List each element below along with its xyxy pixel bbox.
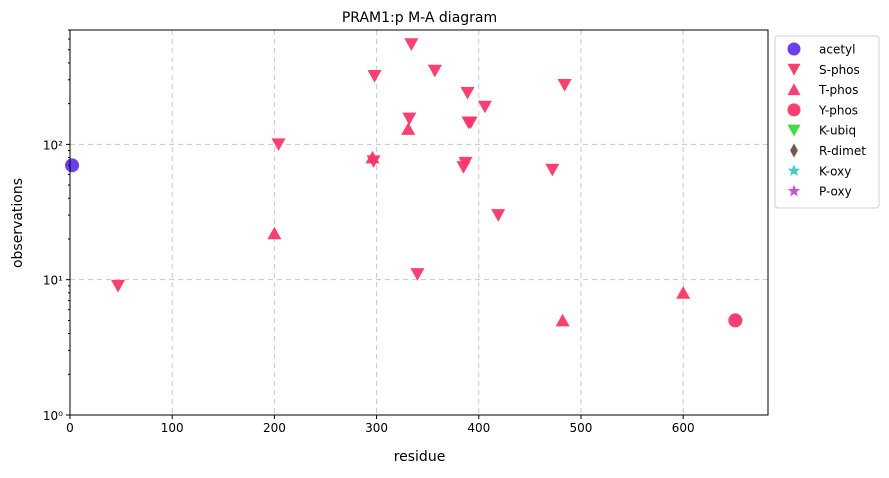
- data-point-y-phos: [728, 313, 743, 328]
- data-point-acetyl: [65, 158, 80, 173]
- points-layer: [65, 38, 743, 328]
- y-axis-label: observations: [10, 178, 26, 268]
- legend-marker-acetyl: [787, 42, 801, 56]
- legend-marker-s-phos: [787, 63, 801, 76]
- x-tick-label: 600: [672, 421, 695, 435]
- data-point-s-phos: [477, 100, 492, 114]
- chart-title: PRAM1:p M-A diagram: [342, 10, 497, 26]
- data-point-s-phos: [557, 78, 572, 92]
- y-tick-label: 10¹: [43, 274, 63, 288]
- x-tick-label: 400: [467, 421, 490, 435]
- legend-label: Y-phos: [818, 103, 858, 117]
- legend-label: S-phos: [819, 63, 860, 77]
- data-point-t-phos: [267, 226, 282, 240]
- data-point-t-phos: [555, 313, 570, 327]
- legend-label: R-dimet: [819, 144, 866, 158]
- data-point-t-phos: [401, 122, 416, 135]
- legend-box: [774, 35, 880, 209]
- data-point-s-phos: [491, 209, 506, 222]
- grid-layer: [70, 30, 768, 415]
- data-point-t-phos: [676, 286, 691, 299]
- data-point-s-phos: [271, 138, 286, 152]
- data-point-s-phos: [545, 163, 560, 177]
- data-point-t-phos: [365, 150, 380, 164]
- data-point-s-phos: [111, 279, 126, 293]
- data-point-s-phos: [402, 112, 417, 126]
- x-tick-label: 200: [263, 421, 286, 435]
- data-point-s-phos: [460, 86, 475, 100]
- x-axis-label: residue: [394, 449, 446, 465]
- legend-marker-t-phos: [787, 83, 801, 96]
- legend-label: K-oxy: [819, 164, 851, 178]
- y-tick-label: 10⁰: [43, 409, 63, 423]
- plot-frame: [69, 29, 769, 416]
- legend-label: K-ubiq: [819, 124, 856, 138]
- data-point-s-phos: [427, 64, 442, 78]
- x-tick-label: 100: [161, 421, 184, 435]
- legend: acetyl S-phos T-phos Y-phos K-ubiq R-dimet K-o…: [774, 35, 880, 209]
- legend-marker-r-dimet: [790, 143, 798, 158]
- x-tick-label: 500: [570, 421, 593, 435]
- data-point-s-phos: [367, 70, 382, 83]
- x-tick-label: 0: [66, 421, 74, 435]
- legend-marker-y-phos: [787, 103, 801, 117]
- legend-label: T-phos: [818, 83, 858, 97]
- legend-label: P-oxy: [819, 185, 852, 199]
- data-point-s-phos: [404, 38, 419, 51]
- x-tick-label: 300: [365, 421, 388, 435]
- y-tick-label: 10²: [43, 138, 63, 152]
- legend-marker-p-oxy: [787, 184, 801, 197]
- legend-marker-k-oxy: [787, 164, 801, 177]
- legend-marker-k-ubiq: [787, 124, 801, 137]
- legend-label: acetyl: [819, 43, 855, 57]
- axes-layer: 0 100 200 300 400 500 600 10⁰ 10¹ 10²: [43, 29, 769, 435]
- data-point-s-phos: [463, 116, 478, 130]
- data-point-s-phos: [458, 156, 473, 170]
- data-point-s-phos: [410, 268, 425, 281]
